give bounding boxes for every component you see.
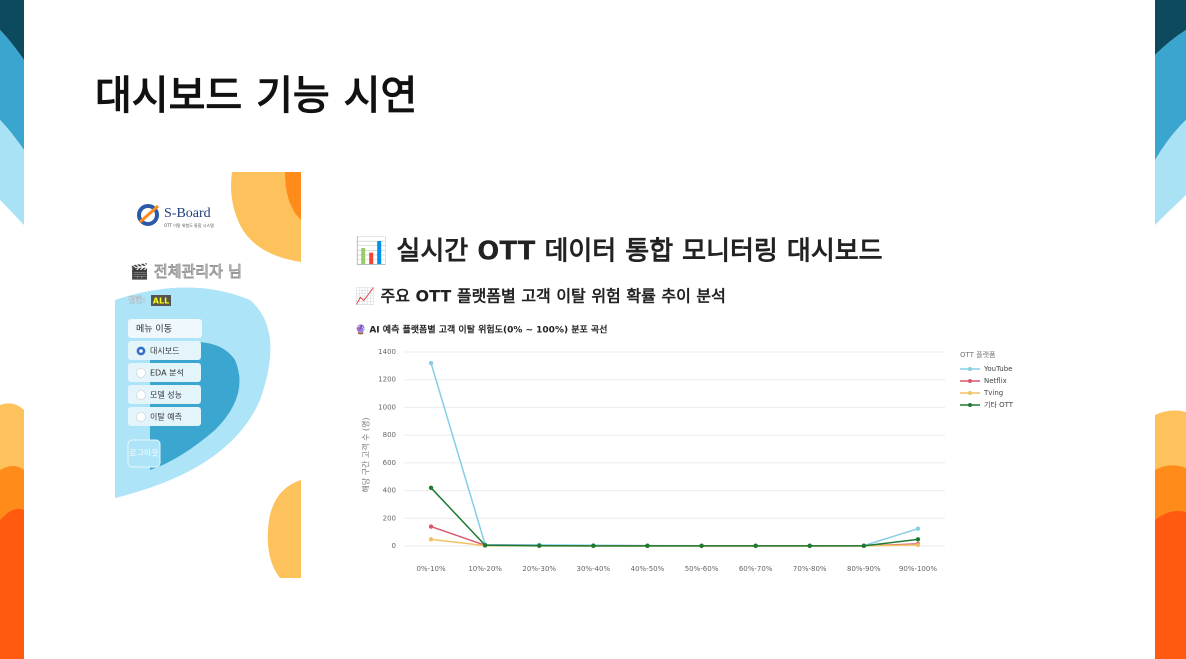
legend-label: Tving xyxy=(983,389,1003,397)
logo-text: S-Board xyxy=(164,206,211,221)
slide-title: 대시보드 기능 시연 xyxy=(95,73,417,119)
legend-label: Netflix xyxy=(984,377,1007,385)
chart-title: 🔮 AI 예측 플랫폼별 고객 이탈 위험도(0% ~ 100%) 분포 곡선 xyxy=(355,324,607,336)
menu-item[interactable] xyxy=(128,363,201,382)
y-tick-label: 600 xyxy=(383,459,396,467)
logout-label[interactable]: 로그아웃 xyxy=(129,448,158,458)
x-tick-label: 90%-100% xyxy=(899,565,937,573)
point xyxy=(753,543,758,549)
logo-sub: OTT 이탈 위험도 통합 시스템 xyxy=(164,222,214,228)
legend-label: YouTube xyxy=(983,365,1012,373)
x-tick-label: 80%-90% xyxy=(847,565,881,573)
x-tick-label: 0%-10% xyxy=(416,565,446,573)
menu-label[interactable]: EDA 분석 xyxy=(150,368,184,378)
role: ALL xyxy=(153,297,169,306)
y-axis-title: 해당 구간 고객 수 (명) xyxy=(361,417,371,492)
series-line xyxy=(430,525,918,547)
role-label: 권한: xyxy=(128,295,145,305)
point xyxy=(807,543,812,549)
y-tick-label: 200 xyxy=(383,514,396,522)
menu-item[interactable] xyxy=(128,341,201,360)
role-badge xyxy=(151,295,171,306)
menu-title-box xyxy=(128,319,202,338)
point xyxy=(428,360,434,366)
dashboard-title: 📊 실시간 OTT 데이터 통합 모니터링 대시보드 xyxy=(355,236,883,267)
legend-label: 기타 OTT xyxy=(984,400,1014,409)
radio-dot xyxy=(139,349,143,353)
point xyxy=(482,543,488,548)
radio[interactable] xyxy=(136,368,146,378)
point xyxy=(915,537,921,542)
point xyxy=(915,526,921,531)
x-tick-label: 40%-50% xyxy=(631,565,665,573)
series-line xyxy=(430,487,919,547)
x-tick-label: 10%-20% xyxy=(468,565,502,573)
point xyxy=(699,543,704,549)
y-tick-label: 0 xyxy=(392,542,396,550)
x-tick-label: 50%-60% xyxy=(685,565,719,573)
legend-dot xyxy=(968,391,972,395)
point xyxy=(591,543,596,549)
y-tick-label: 1000 xyxy=(378,403,396,411)
radio[interactable] xyxy=(136,412,146,422)
logout-button[interactable] xyxy=(127,439,161,468)
point xyxy=(428,485,434,490)
point xyxy=(428,524,434,529)
point xyxy=(645,543,650,549)
y-tick-label: 1400 xyxy=(378,348,396,356)
menu-label[interactable]: 이탈 예측 xyxy=(150,412,182,422)
legend-dot xyxy=(968,379,972,383)
x-tick-label: 20%-30% xyxy=(522,565,556,573)
y-tick-label: 400 xyxy=(383,487,396,495)
point xyxy=(428,537,434,542)
menu-label[interactable]: 대시보드 xyxy=(150,347,179,356)
point xyxy=(861,543,867,549)
user-name: 🎬 전체관리자 님 xyxy=(130,263,242,281)
y-tick-label: 1200 xyxy=(378,376,396,384)
deco-right xyxy=(1155,0,1186,659)
point xyxy=(915,542,921,548)
x-tick-label: 60%-70% xyxy=(739,565,773,573)
y-tick-label: 800 xyxy=(383,431,396,439)
legend-title: OTT 플랫폼 xyxy=(960,350,996,359)
x-tick-label: 30%-40% xyxy=(577,565,611,573)
dashboard-subtitle: 📈 주요 OTT 플랫폼별 고객 이탈 위험 확률 추이 분석 xyxy=(355,287,726,306)
legend-dot xyxy=(968,367,972,371)
menu-label[interactable]: 모델 성능 xyxy=(150,391,182,400)
menu-title: 메뉴 이동 xyxy=(136,324,172,335)
point xyxy=(537,543,542,548)
deco-left xyxy=(0,0,24,659)
logo xyxy=(137,204,159,226)
radio[interactable] xyxy=(136,390,146,400)
menu-item[interactable] xyxy=(128,385,201,404)
menu-item[interactable] xyxy=(128,407,201,426)
x-tick-label: 70%-80% xyxy=(793,565,827,573)
legend-dot xyxy=(968,403,972,407)
